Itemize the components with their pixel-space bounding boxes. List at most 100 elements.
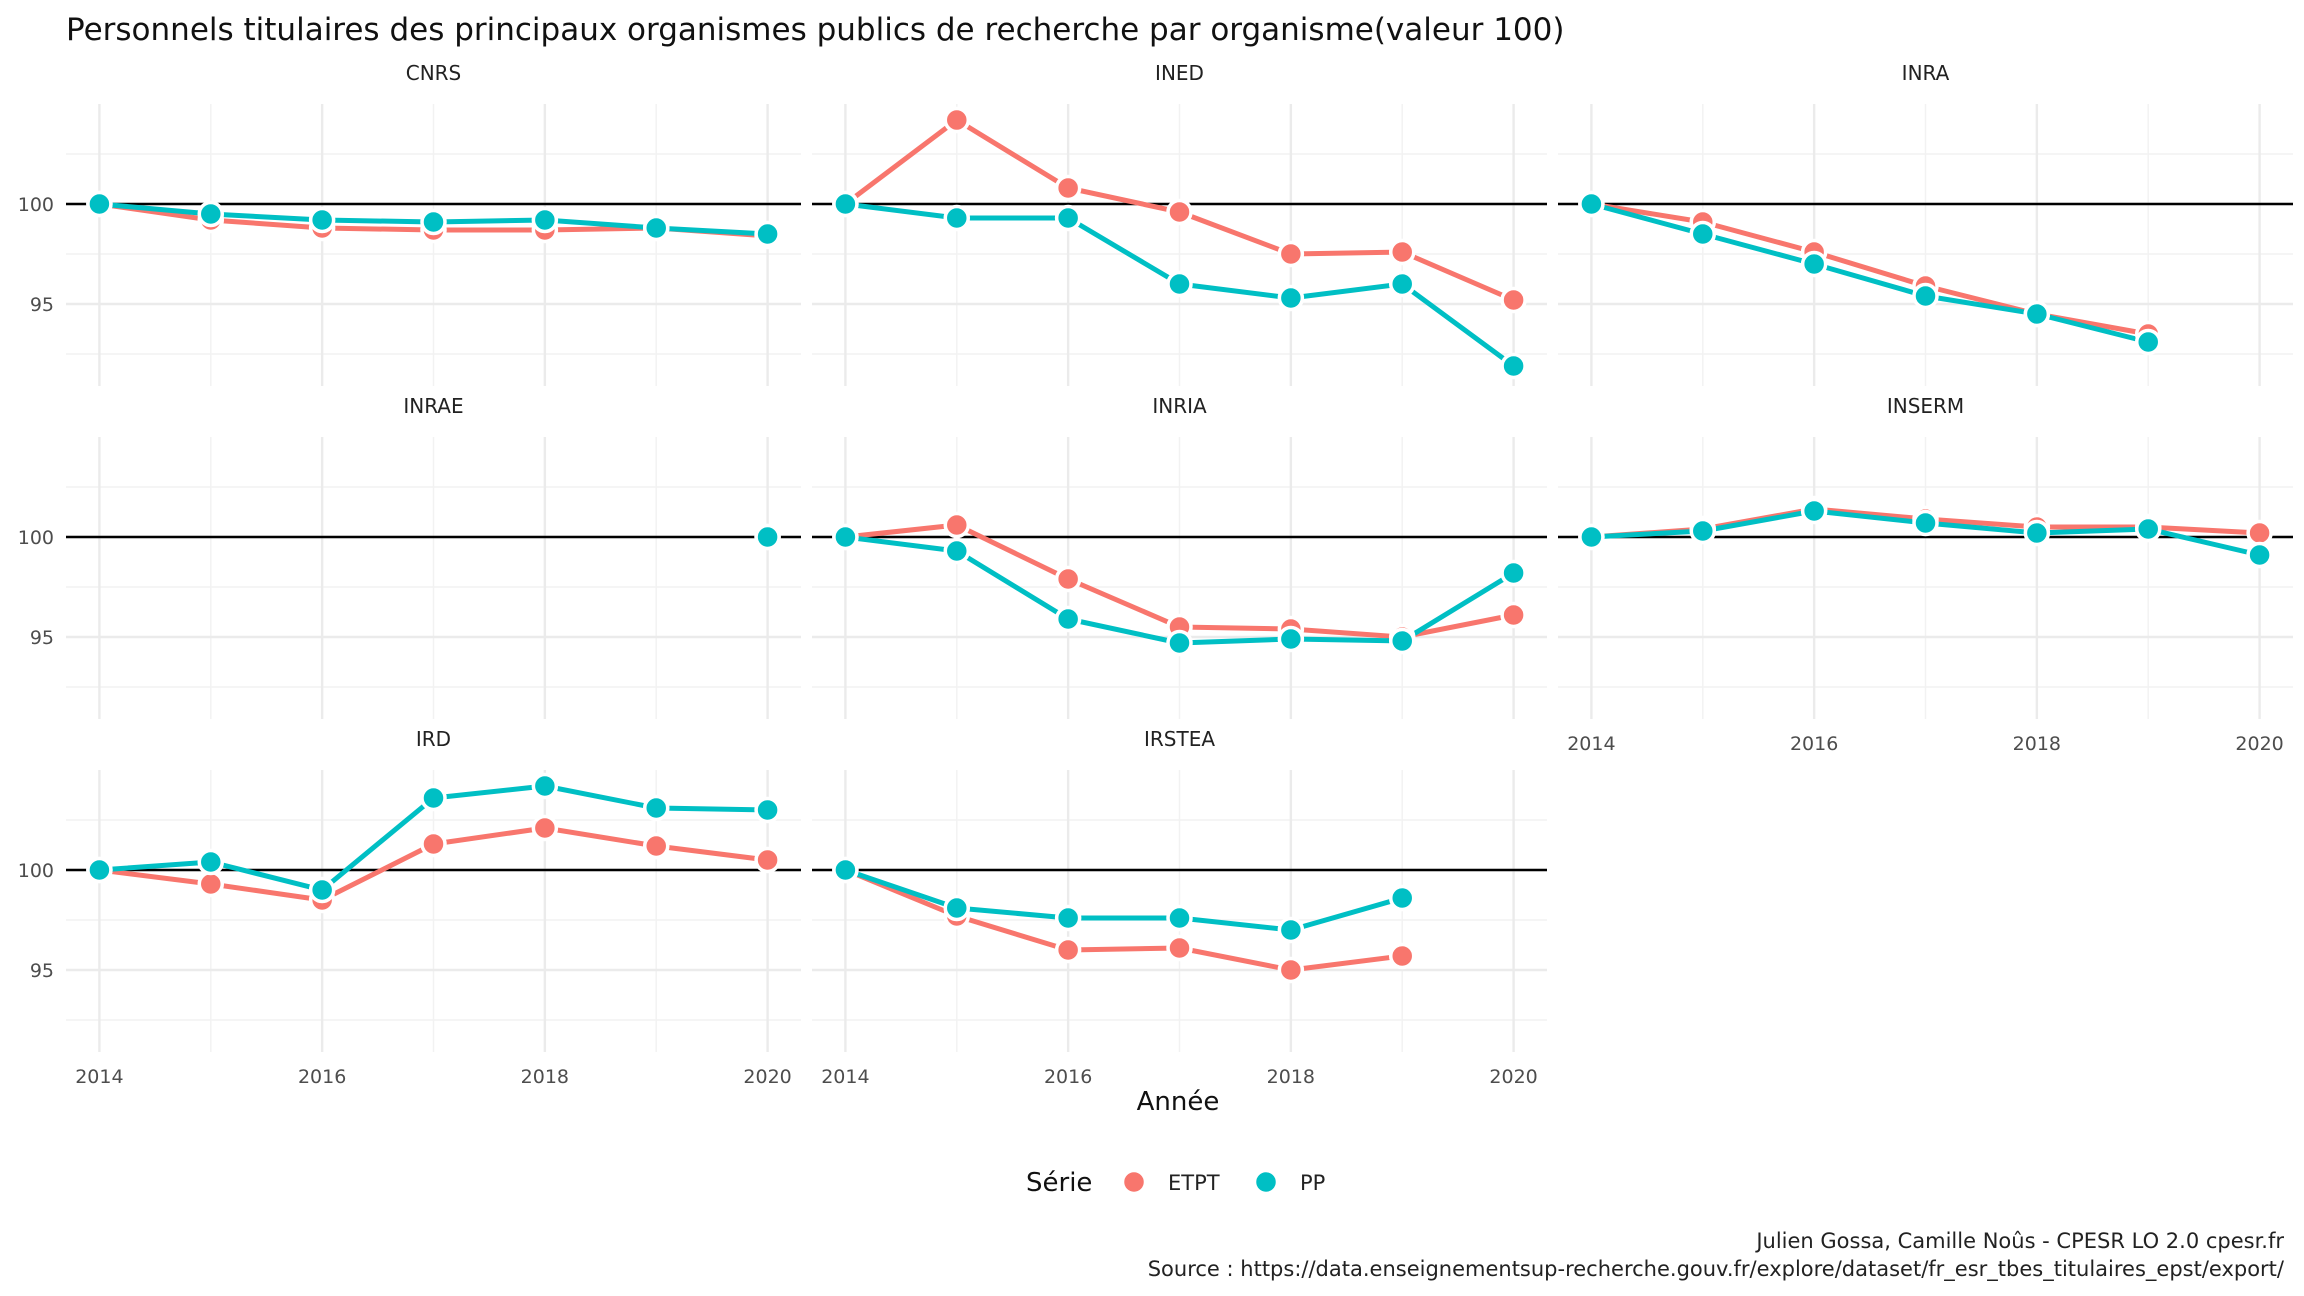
data-point-etpt-inria-2015 <box>943 511 971 539</box>
panel-ird: IRD 95 100 2014 2016 2018 2020 <box>18 727 801 1088</box>
y-tick-label: 95 <box>30 627 54 649</box>
data-point-pp-inria-2018 <box>1277 625 1305 653</box>
data-point-pp-ird-2014 <box>86 856 113 884</box>
data-point-pp-inserm-2016 <box>1800 497 1828 525</box>
x-tick-label: 2016 <box>1790 733 1838 755</box>
x-tick-label: 2020 <box>743 1066 791 1088</box>
data-point-pp-inra-2014 <box>1578 190 1605 218</box>
panel-inserm: INSERM 2014 2016 2018 2020 <box>1558 394 2293 755</box>
data-point-pp-inserm-2018 <box>2023 519 2051 547</box>
x-axis-label: Année <box>1137 1087 1220 1117</box>
y-tick-label: 100 <box>18 860 54 882</box>
strip-label-ined: INED <box>1155 61 1204 85</box>
data-point-etpt-ined-2019 <box>1388 238 1416 266</box>
data-point-pp-inra-2019 <box>2134 328 2162 356</box>
data-point-etpt-ined-2020 <box>1500 286 1527 314</box>
data-point-pp-irstea-2019 <box>1388 884 1416 912</box>
data-point-pp-ird-2018 <box>531 772 559 800</box>
legend-key-etpt <box>1120 1168 1148 1196</box>
x-tick-label: 2020 <box>1489 1066 1537 1088</box>
data-point-etpt-ird-2017 <box>420 830 447 858</box>
legend-title: Série <box>1026 1168 1092 1198</box>
data-point-pp-irstea-2014 <box>832 856 859 884</box>
y-tick-label: 95 <box>30 960 54 982</box>
data-point-pp-inserm-2017 <box>1912 509 1939 537</box>
data-point-pp-cnrs-2017 <box>420 208 447 236</box>
x-tick-label: 2018 <box>521 1066 569 1088</box>
legend-label-etpt: ETPT <box>1168 1171 1220 1195</box>
panel-inria: INRIA <box>812 394 1547 719</box>
x-tick-label: 2014 <box>1567 733 1615 755</box>
data-point-pp-inserm-2020 <box>2246 541 2273 569</box>
panel-inrae: INRAE 95 100 <box>18 394 801 719</box>
data-point-etpt-ined-2016 <box>1054 174 1082 202</box>
panel-irstea: IRSTEA 2014 2016 2018 2020 <box>812 727 1547 1088</box>
data-point-etpt-inria-2016 <box>1054 565 1082 593</box>
data-point-pp-ined-2014 <box>832 190 859 218</box>
y-tick-label: 100 <box>18 194 54 216</box>
x-tick-label: 2016 <box>298 1066 346 1088</box>
data-point-pp-cnrs-2014 <box>86 190 113 218</box>
strip-label-inria: INRIA <box>1152 394 1207 418</box>
data-point-etpt-ird-2015 <box>197 870 225 898</box>
data-point-pp-inra-2018 <box>2023 300 2051 328</box>
data-point-pp-inserm-2014 <box>1578 523 1605 551</box>
data-point-pp-cnrs-2020 <box>754 220 781 248</box>
data-point-etpt-ird-2019 <box>642 832 670 860</box>
series-line-etpt-irstea <box>842 867 1405 973</box>
data-point-etpt-ined-2017 <box>1166 198 1193 226</box>
data-point-pp-ined-2020 <box>1500 352 1527 380</box>
data-point-pp-irstea-2016 <box>1054 904 1082 932</box>
data-point-etpt-inserm-2020 <box>2246 519 2273 547</box>
data-point-pp-inra-2017 <box>1912 282 1939 310</box>
data-point-pp-ird-2019 <box>642 794 670 822</box>
data-point-etpt-irstea-2019 <box>1388 942 1416 970</box>
data-point-pp-irstea-2018 <box>1277 916 1305 944</box>
data-point-etpt-ined-2015 <box>943 106 971 134</box>
x-tick-label: 2018 <box>1267 1066 1315 1088</box>
data-point-pp-inria-2016 <box>1054 605 1082 633</box>
series-line-pp-inra <box>1588 201 2151 345</box>
data-point-etpt-inria-2020 <box>1500 601 1527 629</box>
strip-label-inra: INRA <box>1902 61 1950 85</box>
data-point-pp-inria-2017 <box>1166 629 1193 657</box>
x-tick-label: 2016 <box>1044 1066 1092 1088</box>
strip-label-inrae: INRAE <box>403 394 463 418</box>
panel-ined: INED <box>812 61 1547 386</box>
data-point-pp-inserm-2019 <box>2134 515 2162 543</box>
data-point-etpt-ird-2020 <box>754 846 781 874</box>
data-point-etpt-irstea-2017 <box>1166 934 1193 962</box>
data-point-pp-cnrs-2018 <box>531 206 559 234</box>
data-point-pp-inria-2019 <box>1388 627 1416 655</box>
series-line-pp-irstea <box>842 867 1405 933</box>
data-point-pp-ird-2015 <box>197 848 225 876</box>
data-point-pp-inria-2015 <box>943 537 971 565</box>
data-point-pp-inria-2020 <box>1500 559 1527 587</box>
data-point-pp-inrae-2020 <box>754 523 781 551</box>
strip-label-cnrs: CNRS <box>406 61 462 85</box>
data-point-pp-cnrs-2015 <box>197 200 225 228</box>
data-point-pp-inria-2014 <box>832 523 859 551</box>
data-point-pp-cnrs-2016 <box>308 206 336 234</box>
series-line-etpt-inra <box>1588 201 2151 337</box>
data-point-pp-inserm-2015 <box>1689 517 1717 545</box>
y-tick-label: 95 <box>30 294 54 316</box>
data-point-pp-inra-2015 <box>1689 220 1717 248</box>
data-point-pp-ined-2016 <box>1054 204 1082 232</box>
legend-label-pp: PP <box>1300 1171 1325 1195</box>
y-tick-label: 100 <box>18 527 54 549</box>
strip-label-inserm: INSERM <box>1887 394 1964 418</box>
data-point-pp-ined-2015 <box>943 204 971 232</box>
data-point-etpt-irstea-2016 <box>1054 936 1082 964</box>
panel-inra: INRA <box>1558 61 2293 386</box>
strip-label-ird: IRD <box>416 727 451 751</box>
data-point-pp-irstea-2015 <box>943 894 971 922</box>
x-tick-label: 2018 <box>2013 733 2061 755</box>
caption-source: Source : https://data.enseignementsup-re… <box>1148 1257 2285 1282</box>
data-point-etpt-irstea-2018 <box>1277 956 1305 984</box>
data-point-pp-ined-2018 <box>1277 284 1305 312</box>
data-point-etpt-ined-2018 <box>1277 240 1305 268</box>
chart-panels: CNRS 95 100 INED INRA INRAE 95 100 INRIA INSERM 20… <box>18 61 2293 1088</box>
data-point-pp-inra-2016 <box>1800 250 1828 278</box>
